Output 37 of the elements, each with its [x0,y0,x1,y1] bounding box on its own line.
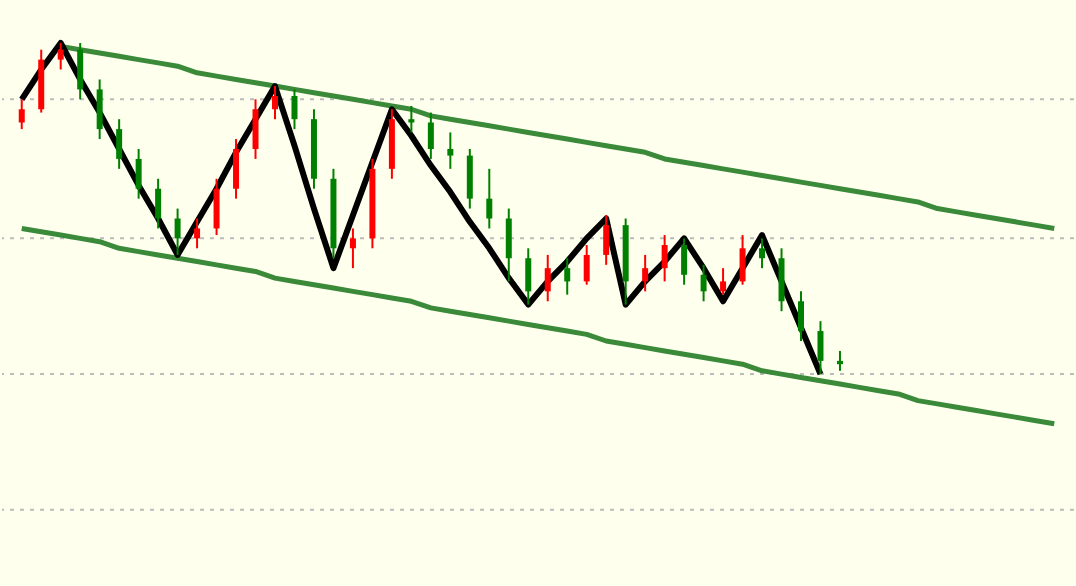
candlestick [739,234,746,286]
candlestick [135,147,142,200]
candlestick [798,290,804,343]
candlestick [700,263,707,303]
candlestick [505,207,512,283]
candlestick [564,257,571,296]
candlestick [525,247,532,306]
candlestick [447,131,454,170]
candlestick [96,78,103,141]
candlestick [349,227,356,270]
candlestick [291,88,298,131]
candlestick [213,177,220,237]
candlestick [603,214,610,266]
candlestick [466,147,473,210]
candlestick [427,111,434,160]
candlestick [759,237,766,270]
candlestick [116,118,123,170]
candlestick [544,253,551,303]
candlestick [233,138,240,200]
candlestick [486,167,493,230]
candlestick [583,243,590,286]
candlestick [642,253,649,293]
candlestick [817,320,824,376]
candlestick [778,247,785,313]
candlestick [57,42,64,71]
candlestick [194,217,201,250]
candlestick [174,207,181,256]
candlestick [720,267,727,296]
candlestick [272,85,278,121]
candlestick [77,42,84,101]
candlestick [155,177,162,230]
candlestick [18,98,25,131]
candlestick [252,98,259,160]
candlestick [836,349,843,372]
candlestick [408,104,415,134]
candlestick [661,234,668,283]
candlestick [681,237,688,286]
